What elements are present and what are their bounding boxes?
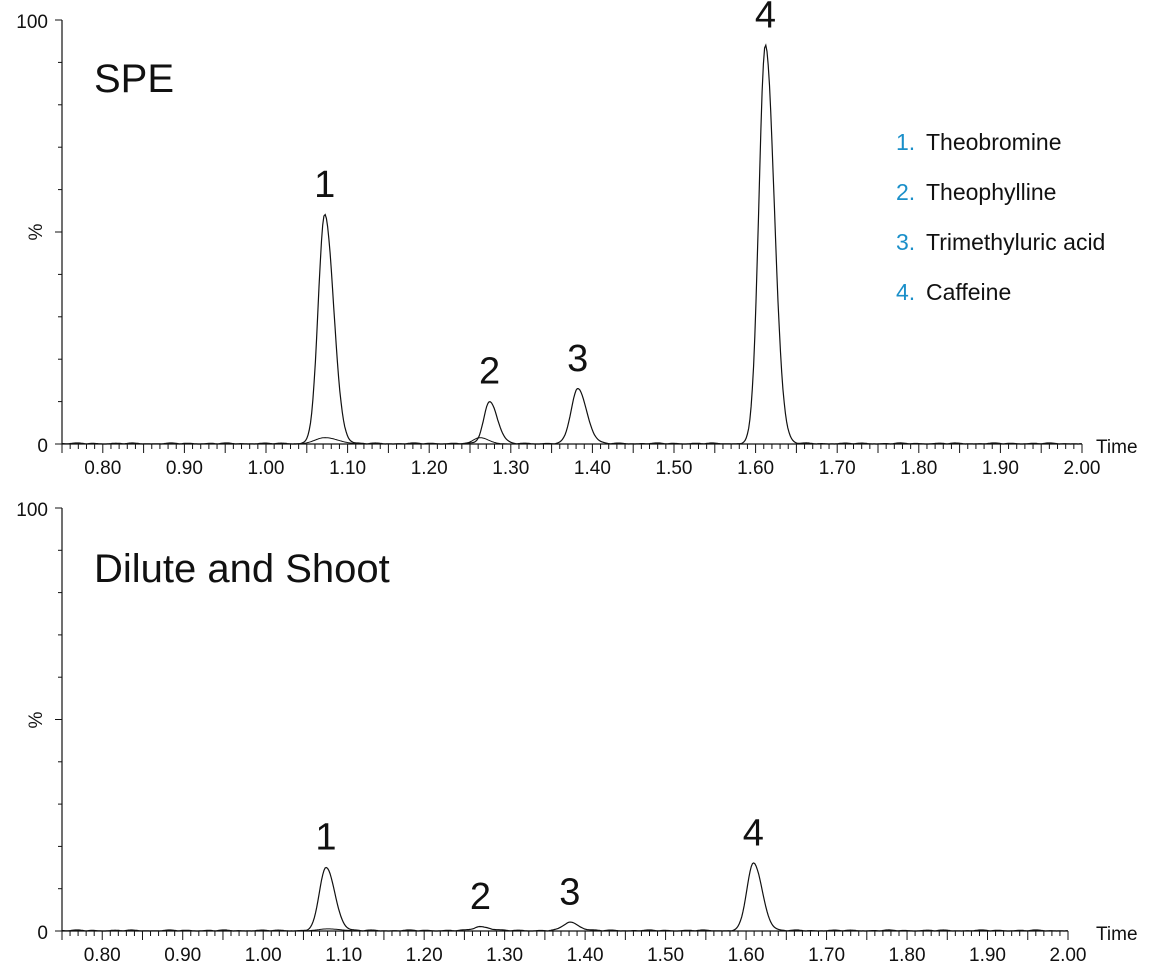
x-tick-label: 1.10 <box>329 458 366 479</box>
legend-number: 4. <box>896 279 915 305</box>
x-tick-label: 1.20 <box>411 458 448 479</box>
x-axis-label: Time <box>1096 924 1138 945</box>
panel-title: SPE <box>94 57 174 101</box>
x-axis-label: Time <box>1096 437 1138 458</box>
x-tick-label: 1.50 <box>656 458 693 479</box>
y-axis-label: % <box>26 711 47 728</box>
legend-name: Caffeine <box>926 279 1011 305</box>
secondary-trace <box>62 928 1068 932</box>
y-axis-label: % <box>26 223 47 240</box>
x-tick-label: 1.30 <box>486 945 523 966</box>
x-tick-label: 1.30 <box>492 458 529 479</box>
legend: 1. Theobromine 2. Theophylline 3. Trimet… <box>896 129 1105 305</box>
x-tick-label: 0.90 <box>164 945 201 966</box>
legend-item: 3. Trimethyluric acid <box>896 229 1105 255</box>
panel-title: Dilute and Shoot <box>94 547 390 591</box>
dilute-and-shoot-panel: Dilute and Shoot % 100 0 Time 0.80 0.90 1.… <box>16 500 1137 966</box>
y-tick-label-min: 0 <box>37 436 48 457</box>
x-tick-label: 1.70 <box>819 458 856 479</box>
x-tick-label: 1.00 <box>248 458 285 479</box>
peak-label: 1 <box>314 164 335 206</box>
y-tick-label-max: 100 <box>16 12 48 33</box>
peak-label: 3 <box>559 872 580 914</box>
x-tick-label: 1.90 <box>969 945 1006 966</box>
legend-item: 4. Caffeine <box>896 279 1011 305</box>
x-tick-label: 1.60 <box>737 458 774 479</box>
peak-label: 4 <box>743 812 764 854</box>
x-tick-label: 1.00 <box>245 945 282 966</box>
x-tick-label: 1.20 <box>406 945 443 966</box>
y-tick-label-min: 0 <box>37 923 48 944</box>
peak-label: 1 <box>315 817 336 859</box>
x-tick-label: 1.10 <box>325 945 362 966</box>
x-tick-label: 1.40 <box>567 945 604 966</box>
x-tick-label: 1.40 <box>574 458 611 479</box>
y-tick-label-max: 100 <box>16 500 48 521</box>
legend-item: 2. Theophylline <box>896 179 1056 205</box>
secondary-trace <box>62 437 1082 445</box>
legend-number: 3. <box>896 229 915 255</box>
x-tick-label: 0.80 <box>84 945 121 966</box>
legend-name: Theobromine <box>926 129 1062 155</box>
x-tick-label: 1.60 <box>728 945 765 966</box>
x-tick-label: 1.80 <box>900 458 937 479</box>
peak-label: 4 <box>755 0 776 36</box>
x-tick-label: 0.90 <box>166 458 203 479</box>
legend-item: 1. Theobromine <box>896 129 1062 155</box>
x-tick-label: 0.80 <box>84 458 121 479</box>
x-tick-label: 2.00 <box>1064 458 1101 479</box>
legend-number: 2. <box>896 179 915 205</box>
x-tick-label: 1.80 <box>889 945 926 966</box>
x-tick-label: 1.50 <box>647 945 684 966</box>
peak-label: 3 <box>567 338 588 380</box>
x-tick-label: 1.70 <box>808 945 845 966</box>
peak-label: 2 <box>479 351 500 393</box>
spe-panel: SPE % 100 0 Time 1. Theobromine 2. Theop… <box>16 0 1137 479</box>
peak-label: 2 <box>470 876 491 918</box>
legend-name: Theophylline <box>926 179 1056 205</box>
x-tick-label: 1.90 <box>982 458 1019 479</box>
x-tick-label: 2.00 <box>1050 945 1087 966</box>
legend-name: Trimethyluric acid <box>926 229 1105 255</box>
legend-number: 1. <box>896 129 915 155</box>
